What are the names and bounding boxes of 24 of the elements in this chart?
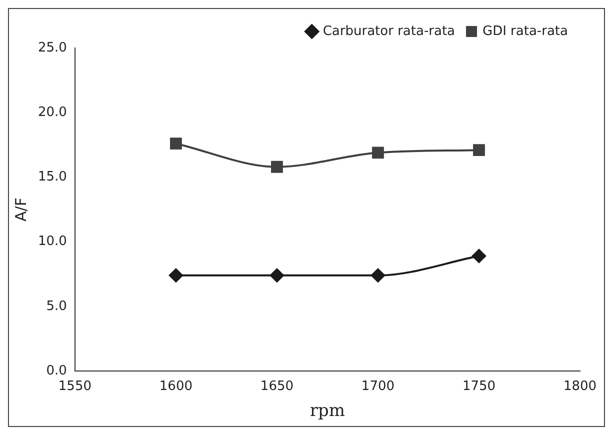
legend-label: GDI rata-rata	[482, 24, 568, 39]
point	[170, 138, 182, 150]
x-axis-title: rpm	[310, 401, 346, 422]
x-tick-label: 1800	[563, 379, 597, 394]
y-tick-label: 25.0	[38, 40, 67, 56]
point	[271, 160, 283, 173]
y-axis-title: A/F	[12, 198, 30, 222]
x-tick-label: 1700	[361, 379, 395, 394]
point	[370, 268, 385, 282]
legend-label: Carburator rata-rata	[322, 24, 456, 39]
point	[473, 144, 485, 156]
y-tick-label: 5.0	[46, 298, 67, 314]
y-tick-label: 15.0	[38, 170, 67, 185]
point	[270, 268, 284, 282]
x-tick-label: 1550	[58, 379, 92, 394]
point	[168, 268, 183, 282]
y-tick-label: 20.0	[38, 104, 67, 120]
x-tick-label: 1650	[260, 379, 294, 394]
point	[472, 249, 486, 264]
y-tick-label: 0.0	[46, 363, 67, 378]
x-tick-label: 1600	[159, 379, 193, 394]
y-tick-label: 10.0	[38, 234, 67, 250]
x-tick-label: 1750	[462, 379, 496, 394]
point	[372, 146, 384, 159]
